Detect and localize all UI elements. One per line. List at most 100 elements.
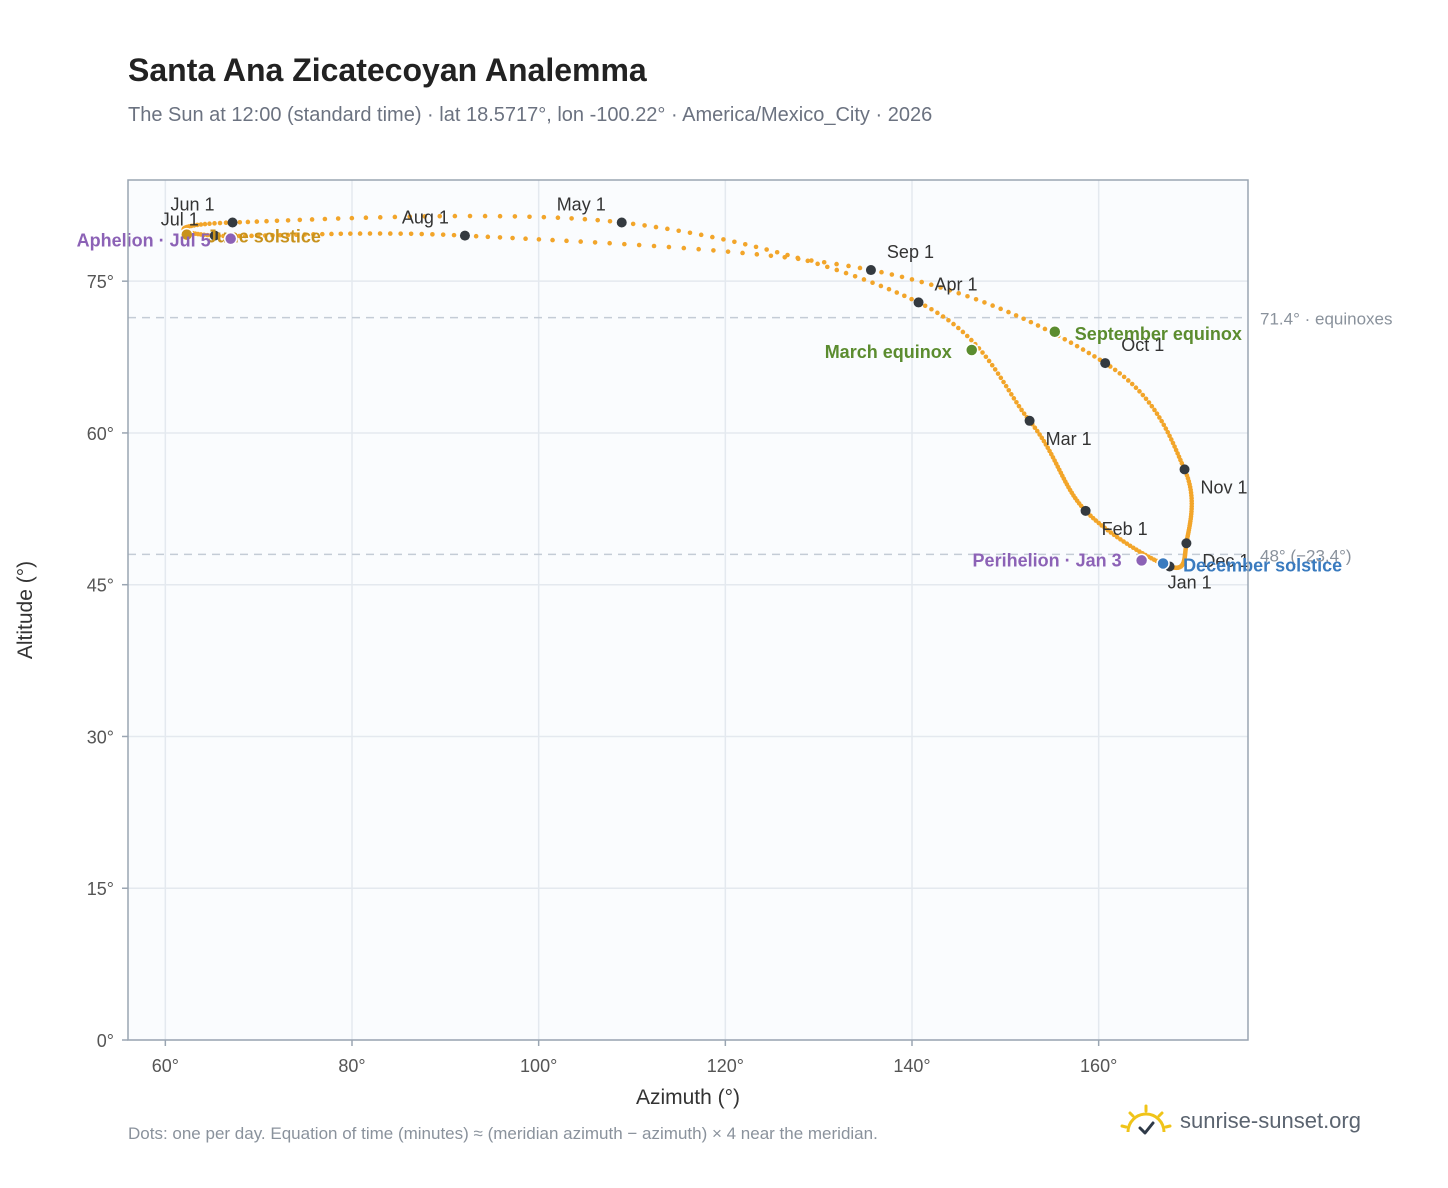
day-dot — [1006, 309, 1011, 315]
day-dot — [249, 233, 254, 239]
day-dot — [311, 232, 316, 237]
day-dot — [335, 216, 341, 221]
day-dot — [1172, 444, 1177, 449]
day-dot — [834, 261, 839, 267]
reference-lines: 71.4° · equinoxes 48° (−23.4°) — [128, 310, 1393, 565]
day-dot — [846, 263, 851, 269]
day-dot — [497, 235, 503, 240]
day-dot — [956, 325, 961, 331]
month-label: Jul 1 — [161, 210, 199, 230]
y-tick-label: 45° — [87, 576, 114, 596]
day-dot — [1165, 429, 1171, 435]
day-dot — [578, 239, 583, 244]
day-dot — [348, 231, 353, 236]
day-dot — [297, 217, 303, 223]
event-marker — [223, 231, 238, 246]
day-dot — [630, 221, 636, 227]
day-dot — [982, 300, 987, 305]
day-dot — [1011, 396, 1017, 401]
y-tick-label: 30° — [87, 727, 114, 747]
day-dot — [1163, 426, 1169, 431]
day-dot — [721, 237, 726, 242]
event-marker — [1134, 553, 1149, 568]
day-dot — [437, 213, 443, 219]
day-dot — [408, 231, 414, 237]
day-dot — [843, 270, 849, 276]
day-dot — [407, 214, 412, 219]
day-dot — [329, 231, 334, 237]
day-dot — [422, 214, 427, 219]
day-dot — [922, 303, 928, 309]
event-label: Perihelion · Jan 3 — [973, 550, 1122, 570]
month-marker — [1179, 464, 1190, 475]
day-dot — [541, 214, 547, 220]
day-dot — [1133, 385, 1139, 390]
day-dot — [946, 317, 951, 323]
axes: 60° 80° 100° 120° 140° 160° 0° 15° 30° 45° 60° 75° — [87, 272, 1118, 1076]
day-dot — [666, 244, 672, 250]
day-dot — [795, 256, 801, 262]
day-dot — [1111, 532, 1117, 538]
day-dot — [852, 273, 858, 279]
day-dot — [363, 215, 369, 221]
x-tick-label: 160° — [1080, 1056, 1117, 1076]
day-dot — [698, 232, 704, 238]
day-dot — [555, 215, 561, 221]
day-dot — [1092, 354, 1097, 359]
day-dot — [1114, 534, 1120, 540]
day-dot — [217, 220, 223, 226]
day-dot — [582, 216, 588, 222]
day-dot — [270, 233, 275, 238]
month-label: Mar 1 — [1046, 429, 1092, 449]
day-dot — [607, 240, 612, 246]
day-dot — [909, 296, 914, 302]
day-dot — [1013, 313, 1019, 318]
day-dot — [1146, 400, 1152, 405]
month-marker — [865, 265, 876, 276]
day-dot — [740, 250, 745, 256]
day-dot — [1019, 407, 1024, 413]
day-dot — [237, 219, 243, 225]
day-dot — [201, 232, 207, 238]
chart-title: Santa Ana Zicatecoyan Analemma — [128, 52, 647, 88]
reference-line-label: 48° (−23.4°) — [1260, 546, 1352, 565]
day-dot — [1129, 381, 1135, 387]
day-dot — [886, 286, 892, 292]
day-dot — [1161, 422, 1167, 428]
month-label: Sep 1 — [887, 242, 934, 262]
day-dot — [1016, 403, 1022, 409]
day-dot — [687, 230, 693, 236]
day-dot — [956, 290, 962, 296]
day-dot — [451, 232, 457, 238]
day-dot — [392, 214, 398, 220]
day-dot — [764, 247, 769, 252]
day-dot — [1125, 378, 1131, 383]
day-dot — [824, 264, 830, 270]
day-dot — [1167, 433, 1172, 439]
day-dot — [205, 232, 210, 238]
day-dot — [732, 239, 737, 245]
day-dot — [742, 241, 748, 247]
day-dot — [198, 222, 204, 227]
day-dot — [1117, 371, 1123, 376]
month-label: Oct 1 — [1121, 335, 1164, 355]
day-dot — [929, 306, 934, 312]
day-dot — [782, 254, 788, 260]
day-dot — [899, 274, 905, 280]
day-dot — [1006, 387, 1012, 393]
day-dot — [815, 261, 820, 267]
day-dot — [510, 235, 515, 241]
day-dot — [1028, 319, 1034, 325]
month-label: Jan 1 — [1168, 572, 1212, 592]
day-dot — [622, 241, 627, 247]
y-tick-label: 60° — [87, 424, 114, 444]
day-dot — [387, 231, 393, 236]
month-label: Apr 1 — [935, 274, 978, 294]
day-dot — [665, 226, 670, 232]
day-dot — [467, 213, 473, 219]
day-dot — [1143, 396, 1149, 402]
day-dot — [878, 283, 884, 289]
day-dot — [242, 233, 248, 239]
day-dot — [870, 280, 875, 285]
